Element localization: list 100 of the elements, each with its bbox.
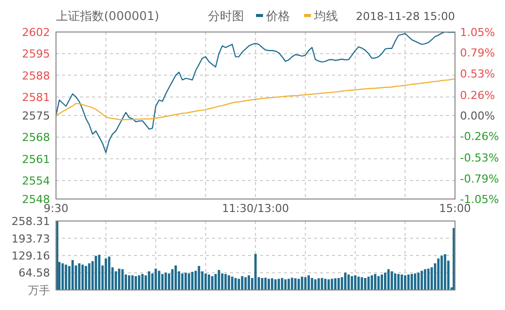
bar bbox=[298, 278, 300, 290]
bar bbox=[364, 278, 366, 290]
bar bbox=[134, 276, 137, 290]
bar bbox=[360, 277, 364, 290]
y-tick-label: 2568 bbox=[22, 131, 50, 144]
bar bbox=[280, 278, 284, 290]
bar bbox=[288, 278, 290, 290]
bar bbox=[260, 278, 264, 290]
bar bbox=[114, 271, 118, 290]
bar bbox=[400, 274, 403, 290]
bar bbox=[344, 272, 346, 290]
bar bbox=[324, 278, 326, 290]
bar bbox=[380, 274, 384, 290]
bar bbox=[138, 275, 140, 290]
y2-tick-label: -0.79% bbox=[460, 172, 499, 186]
bar bbox=[420, 270, 423, 290]
bar bbox=[374, 274, 376, 290]
bar bbox=[94, 256, 98, 290]
bar bbox=[394, 273, 396, 290]
bar bbox=[214, 274, 217, 290]
x-tick-label: 15:00 bbox=[439, 202, 471, 215]
y-tick-label: 2602 bbox=[22, 26, 50, 39]
bar bbox=[318, 278, 320, 290]
bar bbox=[171, 269, 174, 290]
bar bbox=[221, 273, 224, 290]
bar bbox=[164, 272, 167, 290]
y2-tick-label: -0.26% bbox=[460, 130, 499, 144]
bar bbox=[294, 278, 297, 290]
y2-tick-label: 0.00% bbox=[460, 110, 495, 122]
bar bbox=[184, 272, 187, 290]
text: 2018-11-28 15:00 bbox=[356, 10, 455, 23]
y-tick-label: 2581 bbox=[22, 90, 50, 104]
bar bbox=[191, 272, 194, 290]
bar bbox=[71, 260, 74, 290]
y-tick-label: 2575 bbox=[22, 110, 50, 122]
y2-tick-label: 1.05% bbox=[460, 26, 495, 39]
bar bbox=[390, 271, 393, 290]
bar bbox=[238, 278, 240, 290]
y-tick-label: 2554 bbox=[22, 174, 50, 188]
bar bbox=[370, 275, 374, 290]
legend-label: 价格 bbox=[265, 9, 290, 23]
bar bbox=[181, 273, 184, 290]
bar bbox=[78, 263, 80, 290]
bar bbox=[347, 274, 350, 290]
bar bbox=[174, 265, 177, 290]
bar bbox=[304, 277, 307, 290]
bar bbox=[437, 258, 440, 290]
bar bbox=[81, 264, 84, 290]
x-tick-label: 11:30/13:00 bbox=[222, 202, 290, 215]
bar bbox=[128, 275, 130, 290]
line-series bbox=[55, 78, 456, 120]
bar bbox=[231, 276, 234, 290]
bar bbox=[154, 268, 157, 290]
bar bbox=[410, 274, 413, 290]
chart-title: 上证指数(000001) bbox=[56, 9, 160, 23]
chart-subtitle: 分时图 bbox=[208, 9, 244, 23]
bar bbox=[88, 263, 90, 290]
bar bbox=[308, 275, 310, 290]
bar bbox=[414, 273, 416, 290]
bar bbox=[118, 268, 120, 290]
bar bbox=[61, 263, 64, 290]
y-tick-label: 193.73 bbox=[12, 232, 50, 246]
y2-tick-label: 0.26% bbox=[460, 88, 495, 102]
bar bbox=[268, 278, 270, 290]
y2-tick-label: 0.53% bbox=[460, 67, 495, 80]
y-tick-label: 64.58 bbox=[18, 266, 50, 280]
line-series bbox=[55, 31, 456, 154]
y-tick-label: 129.16 bbox=[12, 250, 50, 262]
y-tick-label: 2595 bbox=[22, 48, 50, 61]
bar bbox=[334, 278, 336, 290]
bar bbox=[148, 271, 150, 290]
bar bbox=[278, 278, 280, 290]
bar bbox=[98, 254, 100, 290]
bar bbox=[354, 275, 356, 290]
y2-tick-label: -0.53% bbox=[460, 152, 499, 165]
bar bbox=[144, 275, 147, 290]
bar bbox=[327, 279, 330, 290]
bar bbox=[384, 272, 386, 290]
bar bbox=[337, 278, 340, 290]
bar bbox=[404, 275, 406, 290]
bar bbox=[211, 276, 214, 290]
bar bbox=[104, 258, 108, 290]
bar bbox=[440, 256, 443, 290]
x-tick-label: 9:30 bbox=[44, 202, 68, 215]
y-tick-label: 2561 bbox=[22, 152, 50, 166]
bar bbox=[241, 276, 244, 290]
bar bbox=[204, 273, 207, 290]
y-axis-title: 万手 bbox=[28, 284, 50, 297]
bar bbox=[108, 256, 110, 290]
bar bbox=[314, 279, 317, 290]
legend-label: 均线 bbox=[313, 9, 338, 23]
bar bbox=[248, 275, 250, 290]
bar bbox=[228, 275, 230, 290]
bar bbox=[161, 274, 164, 290]
bar bbox=[427, 268, 430, 290]
bar bbox=[430, 267, 433, 290]
bar bbox=[270, 278, 274, 290]
y-tick-label: 2588 bbox=[22, 69, 50, 82]
y2-tick-label: 0.79% bbox=[460, 46, 495, 60]
y-tick-label: 258.31 bbox=[12, 215, 50, 228]
